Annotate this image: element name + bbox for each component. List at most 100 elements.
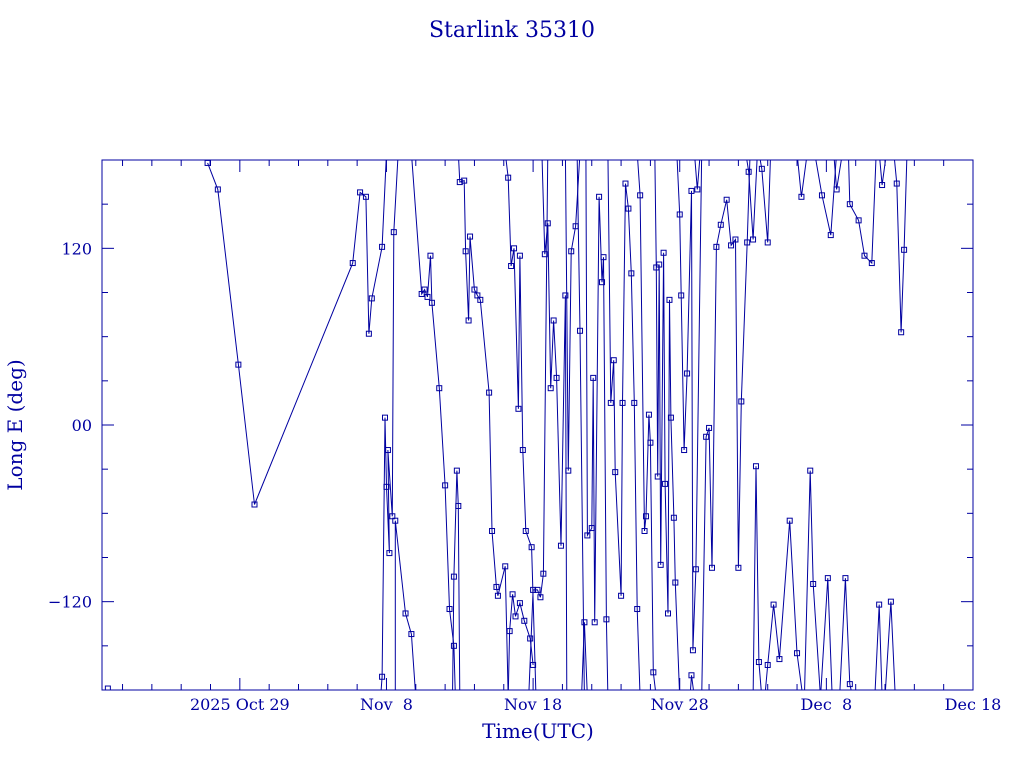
data-point	[349, 260, 356, 267]
data-point	[502, 563, 509, 570]
data-point	[515, 405, 522, 412]
data-point	[392, 517, 399, 524]
data-point	[251, 501, 258, 508]
data-point	[842, 575, 849, 582]
data-point	[794, 650, 801, 657]
data-point	[383, 483, 390, 490]
data-point	[807, 467, 814, 474]
y-axis-label: Long E (deg)	[3, 359, 27, 490]
data-point	[662, 480, 669, 487]
data-point	[619, 399, 626, 406]
markers-layer	[104, 160, 908, 690]
data-point	[424, 293, 431, 300]
data-point	[516, 600, 523, 607]
data-point	[846, 681, 853, 688]
data-point	[493, 583, 500, 590]
data-point	[522, 528, 529, 534]
data-point	[588, 525, 595, 532]
data-point	[666, 296, 673, 303]
data-point	[827, 232, 834, 239]
data-point	[516, 252, 523, 259]
data-point	[758, 165, 765, 172]
data-point	[382, 414, 389, 421]
data-point	[750, 236, 757, 243]
series-line-4	[452, 470, 461, 690]
data-point	[408, 631, 415, 638]
data-point	[550, 317, 557, 324]
data-point	[643, 513, 650, 520]
data-point	[365, 330, 372, 337]
data-point	[584, 532, 591, 539]
series-line-29	[833, 160, 842, 190]
data-point	[462, 248, 469, 255]
y-tick-label: −120	[48, 593, 92, 612]
data-point	[634, 606, 641, 613]
data-point	[428, 299, 435, 306]
data-point	[776, 656, 783, 663]
data-point	[876, 601, 883, 608]
data-point	[568, 248, 575, 255]
series-line-16	[654, 160, 680, 690]
series-line-32	[874, 604, 883, 690]
data-point	[379, 673, 386, 680]
series-line-12	[581, 622, 588, 690]
data-point	[519, 447, 526, 454]
series-line-0	[207, 160, 387, 505]
data-point	[465, 317, 472, 324]
data-point	[855, 217, 862, 224]
data-point	[379, 243, 386, 250]
data-point	[384, 447, 391, 454]
data-point	[665, 610, 672, 617]
data-point	[541, 251, 548, 258]
data-point	[628, 270, 635, 277]
data-point	[506, 628, 513, 635]
data-point	[612, 469, 619, 476]
data-point	[362, 193, 369, 200]
data-point	[527, 635, 534, 642]
data-point	[694, 186, 701, 193]
series-line-8	[528, 160, 549, 690]
series-line-30	[839, 578, 852, 690]
data-point	[557, 542, 564, 549]
data-point	[728, 242, 735, 249]
data-point	[610, 357, 617, 364]
data-point	[427, 252, 434, 259]
data-point	[647, 439, 654, 446]
data-point	[861, 252, 868, 259]
data-point	[368, 295, 375, 302]
data-point	[534, 586, 541, 593]
data-point	[654, 473, 661, 480]
data-point	[596, 193, 603, 200]
series-line-13	[585, 160, 609, 690]
data-point	[703, 433, 710, 440]
series-line-10	[564, 160, 581, 471]
data-point	[547, 385, 554, 392]
series-layer	[207, 160, 908, 690]
series-line-27	[815, 160, 837, 236]
series-line-2	[394, 520, 416, 690]
data-point	[530, 661, 537, 668]
data-point	[667, 414, 674, 421]
data-point	[553, 374, 560, 381]
data-point	[544, 220, 551, 227]
data-point	[581, 619, 588, 626]
series-line-9	[541, 160, 568, 690]
data-point	[618, 592, 625, 599]
data-point	[599, 279, 606, 286]
series-line-11	[576, 160, 585, 690]
series-line-22	[752, 466, 762, 690]
data-point	[798, 193, 805, 200]
data-point	[645, 411, 652, 418]
data-point	[684, 370, 691, 377]
data-point	[512, 613, 519, 620]
data-point	[717, 221, 724, 228]
data-point	[688, 672, 695, 679]
data-point	[676, 211, 683, 218]
data-point	[450, 573, 457, 580]
data-point	[833, 186, 840, 193]
data-point	[511, 245, 518, 252]
series-line-5	[458, 160, 509, 690]
data-point	[453, 467, 460, 474]
chart-title: Starlink 35310	[429, 18, 595, 43]
